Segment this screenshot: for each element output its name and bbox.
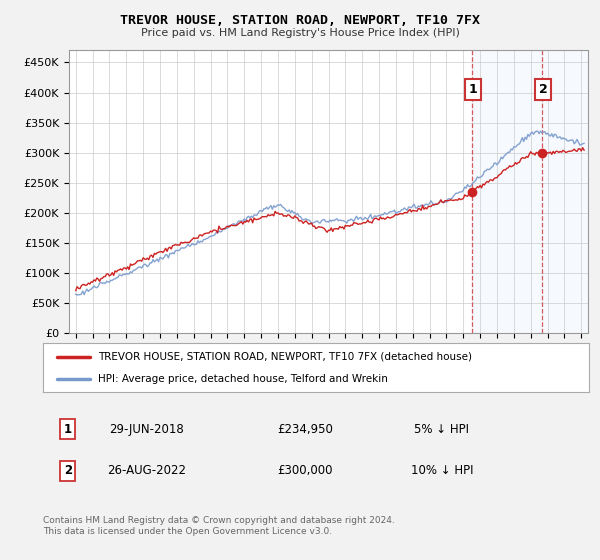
Text: 1: 1 [64, 423, 72, 436]
Text: 1: 1 [469, 83, 478, 96]
Bar [472, 50, 588, 333]
Text: 10% ↓ HPI: 10% ↓ HPI [410, 464, 473, 477]
Text: 29-JUN-2018: 29-JUN-2018 [110, 423, 184, 436]
Text: Price paid vs. HM Land Registry's House Price Index (HPI): Price paid vs. HM Land Registry's House … [140, 28, 460, 38]
Text: 2: 2 [64, 464, 72, 477]
Text: TREVOR HOUSE, STATION ROAD, NEWPORT, TF10 7FX: TREVOR HOUSE, STATION ROAD, NEWPORT, TF1… [120, 14, 480, 27]
Text: 2: 2 [539, 83, 548, 96]
Text: HPI: Average price, detached house, Telford and Wrekin: HPI: Average price, detached house, Telf… [98, 374, 388, 384]
Text: TREVOR HOUSE, STATION ROAD, NEWPORT, TF10 7FX (detached house): TREVOR HOUSE, STATION ROAD, NEWPORT, TF1… [98, 352, 472, 362]
Text: £300,000: £300,000 [278, 464, 333, 477]
Text: £234,950: £234,950 [277, 423, 333, 436]
Text: Contains HM Land Registry data © Crown copyright and database right 2024.
This d: Contains HM Land Registry data © Crown c… [43, 516, 395, 536]
Text: 26-AUG-2022: 26-AUG-2022 [107, 464, 187, 477]
Text: 5% ↓ HPI: 5% ↓ HPI [414, 423, 469, 436]
